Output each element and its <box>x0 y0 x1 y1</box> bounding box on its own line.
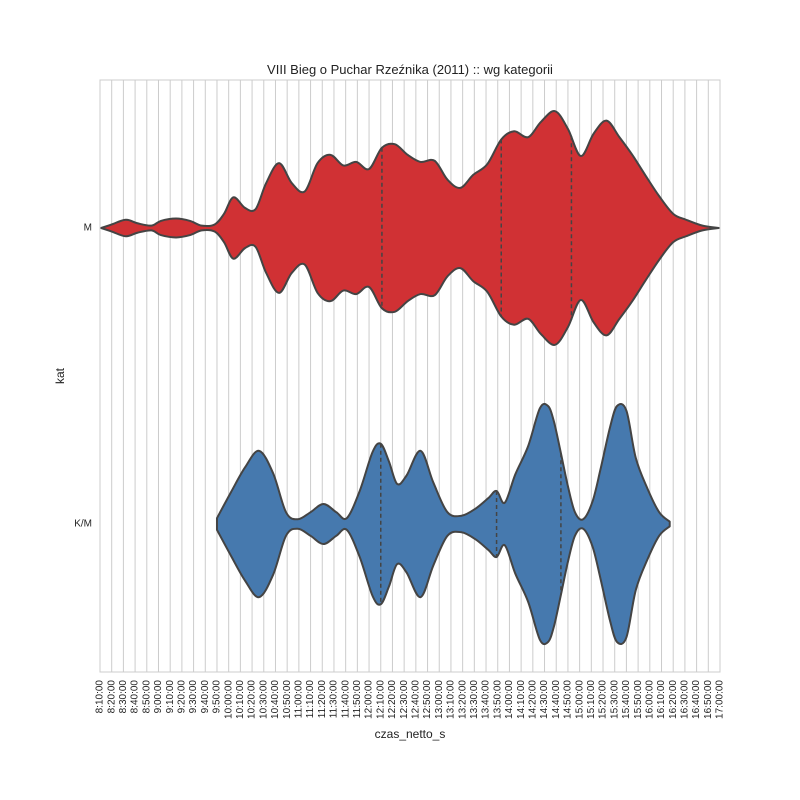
x-tick-label: 15:00:00 <box>574 680 585 719</box>
x-tick-label: 15:30:00 <box>609 680 620 719</box>
x-tick-label: 16:50:00 <box>703 680 714 719</box>
x-tick-label: 15:40:00 <box>621 680 632 719</box>
x-tick-label: 16:10:00 <box>656 680 667 719</box>
x-tick-label: 13:10:00 <box>446 680 457 719</box>
x-tick-labels: 8:10:00 8:20:00 8:30:00 8:40:00 8:50:00 9:00:… <box>95 680 726 719</box>
y-category-label: M <box>84 223 92 234</box>
x-tick-label: 9:50:00 <box>212 680 223 714</box>
x-tick-label: 8:50:00 <box>141 680 152 714</box>
x-tick-label: 11:00:00 <box>294 680 305 719</box>
x-tick-label: 12:10:00 <box>375 680 386 719</box>
x-tick-label: 13:20:00 <box>457 680 468 719</box>
x-tick-label: 8:40:00 <box>130 680 141 714</box>
x-tick-label: 10:40:00 <box>270 680 281 719</box>
y-axis-label: kat <box>53 367 67 384</box>
violin-m <box>100 110 720 346</box>
x-tick-label: 16:30:00 <box>680 680 691 719</box>
x-tick-label: 14:20:00 <box>527 680 538 719</box>
x-tick-label: 8:30:00 <box>118 680 129 714</box>
x-tick-label: 9:30:00 <box>188 680 199 714</box>
x-tick-label: 14:50:00 <box>563 680 574 719</box>
x-tick-label: 8:20:00 <box>106 680 117 714</box>
x-tick-label: 12:40:00 <box>410 680 421 719</box>
x-tick-label: 16:00:00 <box>644 680 655 719</box>
x-tick-label: 16:40:00 <box>691 680 702 719</box>
x-tick-label: 12:30:00 <box>399 680 410 719</box>
x-tick-label: 13:30:00 <box>469 680 480 719</box>
x-tick-label: 13:00:00 <box>434 680 445 719</box>
x-tick-label: 11:40:00 <box>340 680 351 719</box>
x-tick-label: 16:20:00 <box>668 680 679 719</box>
x-tick-label: 9:20:00 <box>177 680 188 714</box>
x-tick-label: 11:50:00 <box>352 680 363 719</box>
x-tick-label: 8:10:00 <box>95 680 106 714</box>
violin-k-m <box>215 402 671 646</box>
y-category-label: K/M <box>74 519 92 530</box>
plot-frame <box>99 79 721 673</box>
y-category-labels: M K/M <box>74 223 92 530</box>
x-tick-label: 13:50:00 <box>492 680 503 719</box>
x-tick-label: 15:10:00 <box>586 680 597 719</box>
x-tick-label: 15:50:00 <box>633 680 644 719</box>
x-tick-label: 10:30:00 <box>258 680 269 719</box>
x-tick-label: 10:00:00 <box>223 680 234 719</box>
x-tick-label: 14:10:00 <box>516 680 527 719</box>
x-tick-label: 13:40:00 <box>481 680 492 719</box>
x-tick-label: 12:50:00 <box>422 680 433 719</box>
x-tick-label: 11:20:00 <box>317 680 328 719</box>
x-axis-label: czas_netto_s <box>375 727 446 741</box>
violins <box>100 110 720 646</box>
x-tick-label: 9:40:00 <box>200 680 211 714</box>
x-tick-label: 10:50:00 <box>282 680 293 719</box>
x-tick-label: 14:30:00 <box>539 680 550 719</box>
x-tick-label: 14:40:00 <box>551 680 562 719</box>
x-tick-label: 10:20:00 <box>247 680 258 719</box>
x-tick-label: 12:20:00 <box>387 680 398 719</box>
x-tick-label: 12:00:00 <box>364 680 375 719</box>
x-tick-label: 10:10:00 <box>235 680 246 719</box>
x-tick-label: 9:10:00 <box>165 680 176 714</box>
x-tick-label: 9:00:00 <box>153 680 164 714</box>
x-tick-label: 17:00:00 <box>715 680 726 719</box>
x-tick-label: 11:30:00 <box>329 680 340 719</box>
chart-title: VIII Bieg o Puchar Rzeźnika (2011) :: wg… <box>267 62 553 77</box>
x-tick-label: 14:00:00 <box>504 680 515 719</box>
x-tick-label: 11:10:00 <box>305 680 316 719</box>
x-tick-label: 15:20:00 <box>598 680 609 719</box>
